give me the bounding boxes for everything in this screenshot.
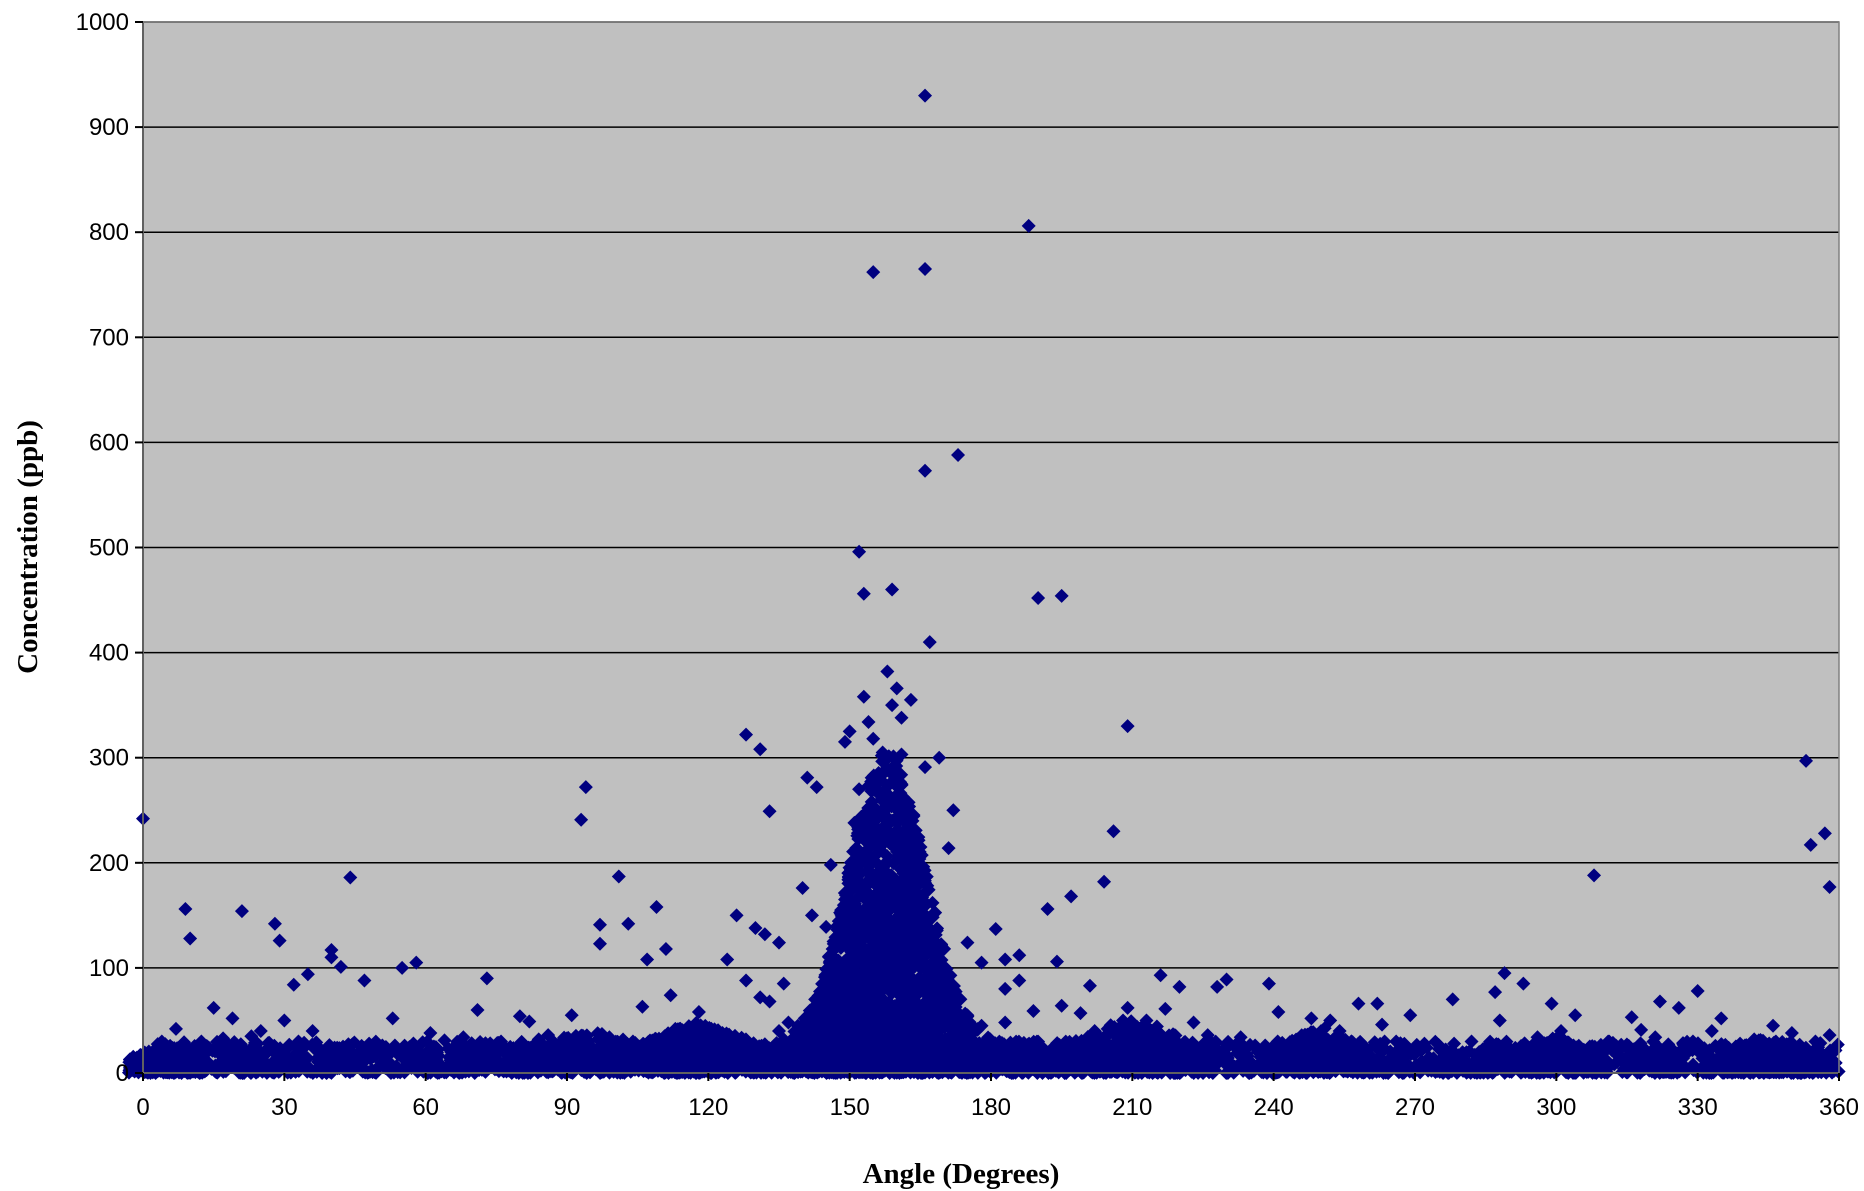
baseline-point bbox=[1428, 1034, 1443, 1049]
grid-lines bbox=[143, 21, 1839, 969]
data-points bbox=[121, 88, 1846, 1080]
